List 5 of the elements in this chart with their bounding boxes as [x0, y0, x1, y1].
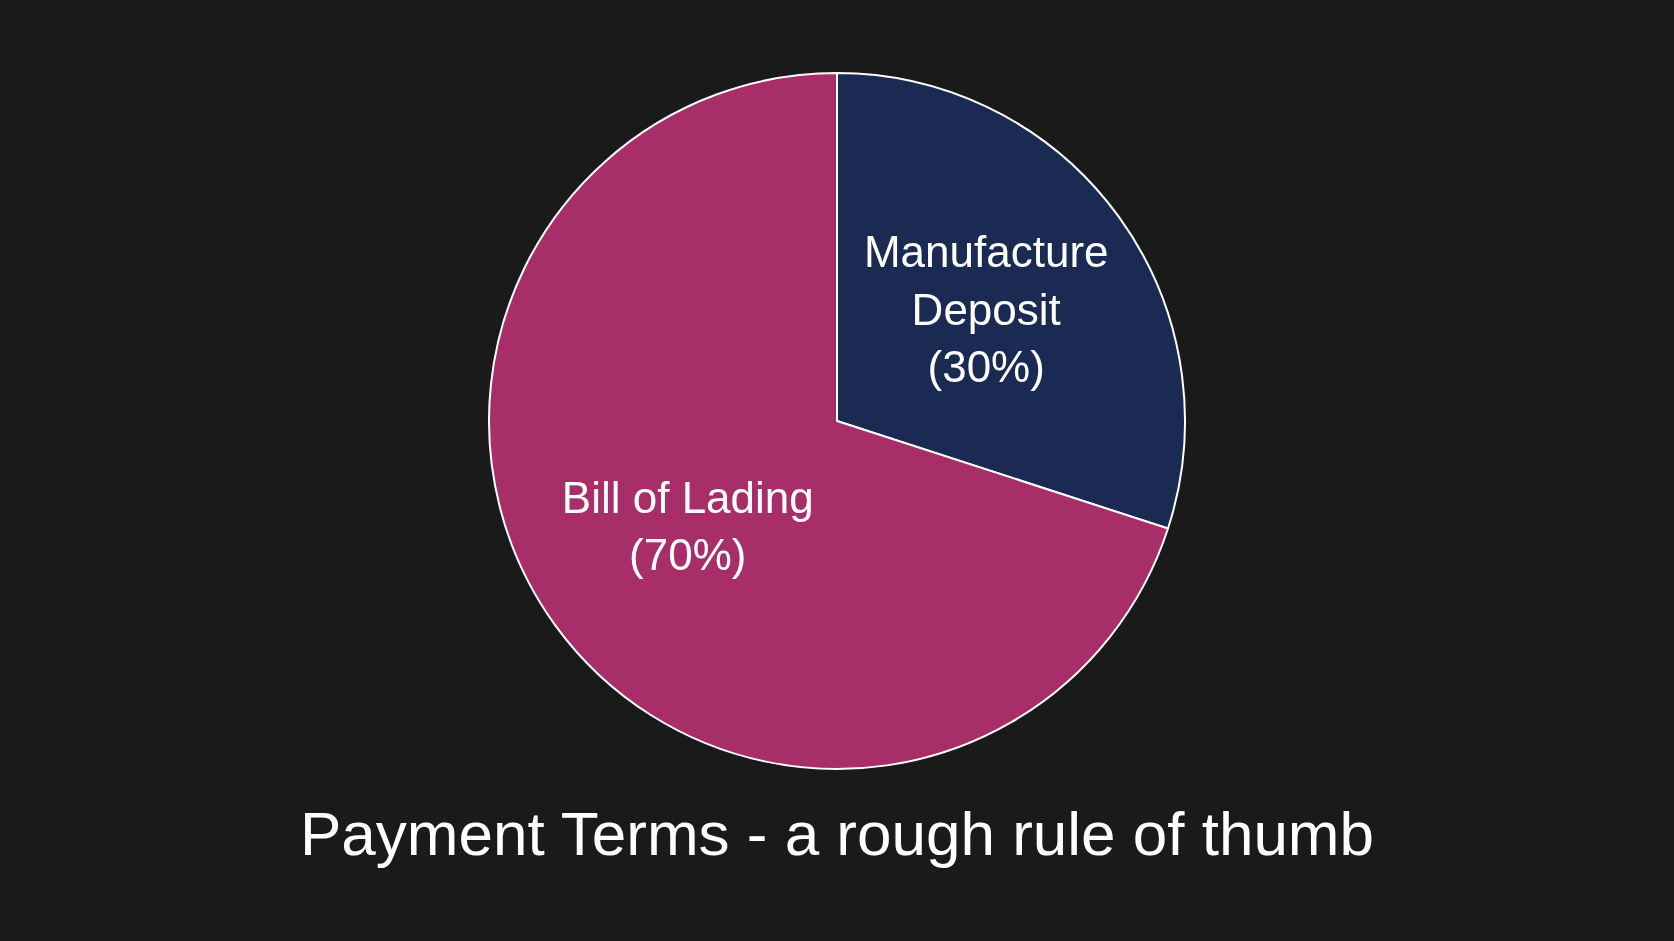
slice-label: Manufacture Deposit: [863, 227, 1109, 334]
data-label: (70%): [629, 529, 747, 579]
data-label: (30%): [927, 341, 1045, 391]
slice-label: Bill of Lading: [561, 472, 814, 522]
text: Payment Terms - a rough rule of thumb: [299, 799, 1375, 868]
